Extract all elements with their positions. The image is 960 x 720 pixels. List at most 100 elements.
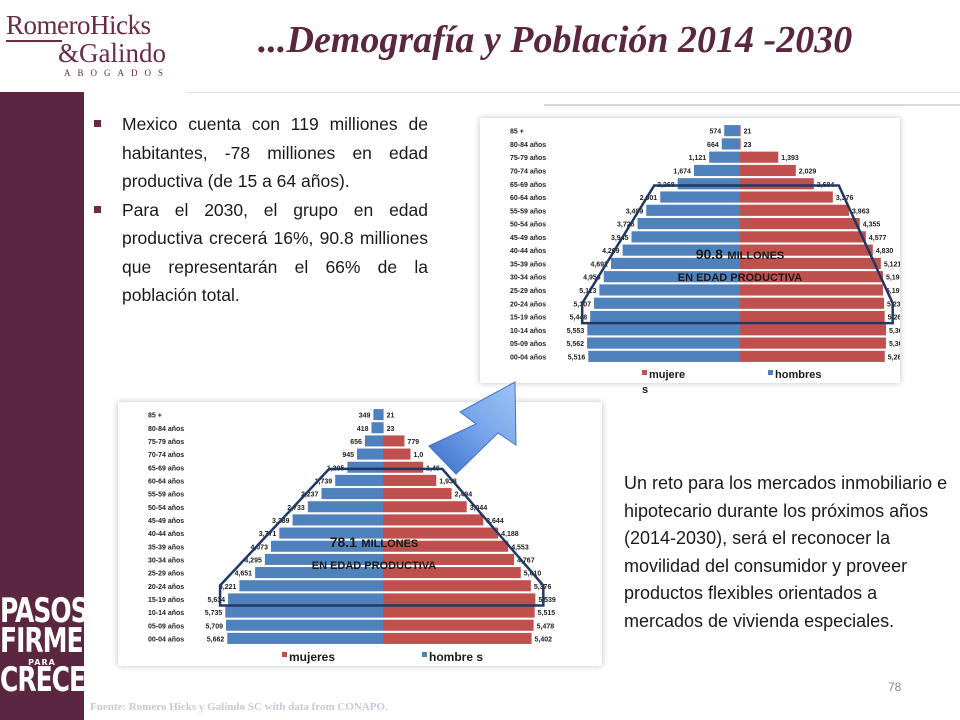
age-group-label: 50-54 años	[148, 505, 184, 512]
women-value-label: 779	[407, 439, 419, 446]
age-group-label: 45-49 años	[510, 235, 546, 242]
women-value-label: 1,0	[414, 452, 424, 459]
age-group-label: 45-49 años	[148, 518, 184, 525]
women-bar	[740, 231, 866, 243]
women-bar	[740, 138, 741, 150]
men-value-label: 1,674	[673, 168, 691, 175]
chart-top-rule	[544, 104, 960, 106]
men-value-label: 4,269	[602, 248, 620, 255]
men-bar	[347, 461, 383, 473]
women-bar	[740, 271, 883, 283]
women-bar	[740, 125, 741, 137]
age-group-label: 20-24 años	[148, 584, 184, 591]
age-group-label: 85 +	[510, 129, 524, 136]
legend-women: mujeres	[282, 649, 392, 665]
bullet-list: Mexico cuenta con 119 milliones de habit…	[92, 110, 428, 310]
women-bar	[383, 474, 437, 486]
women-value-label: 21	[387, 413, 395, 420]
age-group-label: 75-79 años	[148, 439, 184, 446]
age-group-label: 25-29 años	[510, 288, 546, 295]
bullet-square-icon	[94, 205, 101, 213]
women-value-label: 5,264	[888, 354, 900, 361]
company-logo: RomeroHicks &Galindo ABOGADOS	[0, 0, 186, 92]
men-bar	[622, 244, 740, 256]
men-bar	[226, 619, 383, 631]
age-group-label: 50-54 años	[510, 222, 546, 229]
men-value-label: 5,562	[567, 341, 585, 348]
slogan-line-1: PASOS	[0, 590, 89, 630]
logo-rule	[6, 40, 62, 42]
annotation-line-2: EN EDAD PRODUCTIVA	[311, 560, 437, 572]
men-value-label: 5,448	[570, 315, 588, 322]
women-bar	[383, 593, 536, 605]
men-bar	[721, 138, 740, 150]
legend-women: mujere s	[642, 368, 692, 398]
men-bar	[371, 422, 383, 434]
men-bar	[279, 527, 383, 539]
legend-women-swatch	[282, 652, 287, 658]
population-pyramid-2014: 85 + 349 21 80-84 años 418 23 75-79 años 656 779…	[118, 402, 602, 666]
title-divider	[186, 92, 960, 93]
men-bar	[264, 553, 383, 565]
men-bar	[590, 310, 740, 323]
men-value-label: 418	[357, 426, 369, 433]
age-group-label: 10-14 años	[510, 328, 546, 335]
men-bar	[677, 178, 740, 190]
source-note: Fuente: Romero Hicks y Galindo SC with d…	[90, 701, 388, 713]
women-bar	[740, 284, 883, 296]
age-group-label: 60-64 años	[148, 478, 184, 485]
men-value-label: 664	[707, 142, 719, 149]
women-bar	[383, 448, 411, 460]
women-value-label: 23	[387, 426, 395, 433]
age-group-label: 55-59 años	[148, 492, 184, 499]
women-value-label: 5,198	[886, 275, 900, 282]
women-bar	[740, 191, 833, 203]
age-group-label: 85 +	[148, 413, 162, 420]
men-value-label: 5,709	[205, 623, 223, 630]
women-bar	[383, 553, 515, 565]
age-group-label: 75-79 años	[510, 155, 546, 162]
women-bar	[740, 337, 886, 349]
men-value-label: 349	[359, 413, 371, 420]
women-bar	[740, 164, 796, 177]
men-bar	[603, 271, 740, 283]
men-value-label: 1,121	[689, 155, 707, 162]
women-bar	[740, 350, 885, 362]
slide-title: ...Demografía y Población 2014 -2030	[258, 19, 853, 61]
men-bar	[307, 501, 383, 513]
pyramid-svg-2014: 85 + 349 21 80-84 años 418 23 75-79 años 656 779…	[148, 409, 556, 644]
men-value-label: 4,073	[250, 544, 268, 551]
women-bar	[740, 310, 885, 323]
legend-men-swatch	[768, 369, 773, 375]
men-bar	[321, 488, 383, 500]
age-group-label: 05-09 años	[510, 341, 546, 348]
men-bar	[292, 514, 383, 526]
age-group-label: 35-39 años	[148, 544, 184, 551]
women-bar	[740, 204, 849, 216]
bullet-item: Mexico cuenta con 119 milliones de habit…	[92, 110, 428, 196]
legend-men: hombre s	[422, 649, 488, 665]
women-value-label: 3,963	[852, 208, 870, 215]
legend-women-label: mujeres	[289, 650, 336, 664]
men-bar	[724, 125, 740, 137]
annotation-unit: MILLONES	[361, 538, 419, 550]
age-group-label: 60-64 años	[510, 195, 546, 202]
women-bar	[383, 606, 535, 618]
women-value-label: 4,767	[517, 557, 535, 564]
men-bar	[225, 606, 383, 618]
annotation-value: 90.8	[695, 246, 723, 262]
men-bar	[239, 580, 383, 592]
women-value-label: 5,515	[538, 610, 556, 617]
men-bar	[364, 435, 383, 447]
men-value-label: 656	[350, 439, 362, 446]
men-value-label: 2,237	[301, 492, 319, 499]
men-value-label: 2,733	[287, 505, 305, 512]
bullet-text: Mexico cuenta con 119 milliones de habit…	[122, 114, 428, 191]
men-value-label: 2,901	[640, 195, 658, 202]
women-bar	[383, 580, 531, 592]
women-bar	[740, 178, 814, 190]
men-bar	[599, 284, 740, 296]
women-value-label: 5,309	[889, 328, 900, 335]
legend-men-label: hombre s	[429, 650, 484, 664]
women-value-label: 1,938	[439, 478, 457, 485]
